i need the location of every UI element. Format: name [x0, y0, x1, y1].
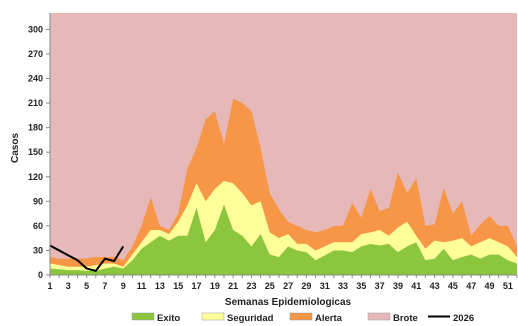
legend-label: Seguridad [227, 313, 274, 324]
y-axis-label: Casos [10, 133, 21, 163]
x-tick-label: 47 [466, 281, 476, 291]
legend-item-alerta: Alerta [289, 312, 343, 324]
x-axis-label: Semanas Epidemiologicas [225, 297, 352, 308]
x-tick-label: 9 [121, 281, 126, 291]
x-tick-label: 43 [430, 281, 440, 291]
x-tick-label: 13 [155, 281, 165, 291]
line-series [49, 244, 125, 273]
y-tick-label: 240 [28, 74, 43, 84]
x-tick-label: 23 [246, 281, 256, 291]
x-tick-label: 5 [84, 281, 89, 291]
x-tick-label: 27 [283, 281, 293, 291]
legend-item-exito: Exito [131, 312, 180, 324]
x-tick-labels: 1 3 5 7 9 11 13 15 17 19 21 23 25 27 29 31 33 35 37 39 41 43 4… [47, 281, 512, 291]
x-tick-label: 33 [338, 281, 348, 291]
series-2026-line [49, 244, 125, 273]
y-tick-label: 180 [28, 123, 43, 133]
legend: Exito Seguridad Alerta Brote 2026 [131, 312, 474, 324]
legend-item-brote: Brote [367, 312, 418, 324]
x-tick-label: 35 [356, 281, 366, 291]
x-tick-label: 11 [137, 281, 147, 291]
axes [46, 13, 518, 278]
legend-swatch [201, 312, 225, 321]
legend-swatch [131, 312, 155, 321]
legend-label: Brote [393, 313, 418, 324]
y-tick-label: 300 [28, 24, 43, 34]
y-tick-label: 120 [28, 172, 43, 182]
x-tick-label: 39 [393, 281, 403, 291]
y-tick-label: 60 [33, 221, 43, 231]
x-tick-label: 31 [320, 281, 330, 291]
y-tick-label: 210 [28, 98, 43, 108]
area-series [50, 98, 517, 275]
x-tick-label: 45 [448, 281, 458, 291]
series-exito-area [50, 204, 517, 275]
x-tick-label: 49 [485, 281, 495, 291]
y-tick-label: 150 [28, 147, 43, 157]
y-tick-labels: 0 30 60 90 120 150 180 210 240 270 300 [28, 24, 43, 280]
y-tick-label: 30 [33, 245, 43, 255]
legend-label: Alerta [315, 313, 343, 324]
x-tick-label: 41 [411, 281, 421, 291]
legend-item-seguridad: Seguridad [201, 312, 274, 324]
legend-item-2026: 2026 [428, 313, 474, 324]
y-tick-label: 90 [33, 196, 43, 206]
x-tick-label: 25 [265, 281, 275, 291]
x-tick-label: 3 [66, 281, 71, 291]
legend-swatch [367, 312, 391, 321]
x-tick-label: 19 [210, 281, 220, 291]
x-tick-label: 17 [192, 281, 202, 291]
legend-swatch [289, 312, 313, 321]
legend-label: 2026 [453, 313, 474, 324]
x-tick-label: 7 [102, 281, 107, 291]
y-tick-label: 0 [38, 270, 43, 280]
x-tick-label: 37 [375, 281, 385, 291]
x-tick-label: 51 [503, 281, 513, 291]
x-tick-label: 15 [173, 281, 183, 291]
x-tick-label: 21 [228, 281, 238, 291]
legend-label: Exito [157, 313, 180, 324]
y-tick-label: 270 [28, 49, 43, 59]
x-tick-label: 29 [301, 281, 311, 291]
x-tick-label: 1 [47, 281, 52, 291]
